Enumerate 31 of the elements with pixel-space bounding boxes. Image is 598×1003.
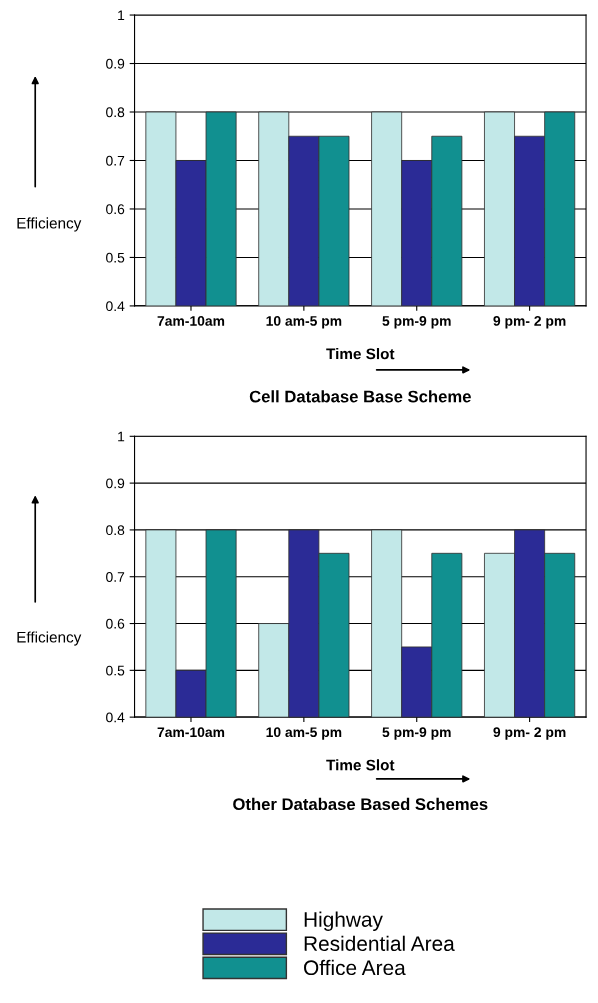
x-tick-label: 5 pm-9 pm	[382, 316, 451, 329]
y-axis-title: Efficiency	[17, 631, 82, 646]
x-axis-title: Time Slot	[326, 348, 395, 360]
x-tick-label: 9 pm- 2 pm	[493, 316, 566, 329]
x-tick-label: 7am-10am	[157, 727, 225, 738]
text: Other Database Based Schemes	[233, 797, 488, 811]
x-axis-title: Time Slot	[326, 759, 395, 771]
y-tick-label: 0.9	[106, 478, 125, 489]
y-tick-label: 0.8	[106, 107, 125, 118]
y-tick-label: 0.5	[106, 252, 125, 263]
y-tick-label: 0.7	[106, 572, 125, 582]
x-tick-label: 9 pm- 2 pm	[493, 727, 566, 740]
y-tick-label: 1	[118, 431, 125, 442]
x-tick-label: 7am-10am	[157, 316, 225, 326]
legend-label: Residential Area	[304, 935, 455, 951]
y-tick-label: 0.4	[106, 301, 125, 312]
legend-label: Highway	[304, 911, 383, 932]
y-tick-label: 0.8	[106, 525, 125, 536]
x-tick-label: 10 am-5 pm	[266, 316, 342, 329]
y-tick-label: 0.7	[106, 155, 125, 166]
y-tick-label: 1	[118, 10, 125, 21]
y-tick-label: 0.4	[106, 712, 125, 723]
legend-label: Office Area	[304, 959, 406, 976]
y-tick-label: 0.6	[106, 618, 125, 629]
y-tick-label: 0.5	[106, 665, 125, 676]
x-tick-label: 5 pm-9 pm	[382, 727, 451, 740]
text: Cell Database Base Scheme	[249, 390, 471, 403]
y-tick-label: 0.9	[106, 58, 125, 69]
y-tick-label: 0.6	[106, 204, 125, 215]
x-tick-label: 10 am-5 pm	[266, 727, 342, 740]
y-axis-title: Efficiency	[17, 217, 82, 232]
